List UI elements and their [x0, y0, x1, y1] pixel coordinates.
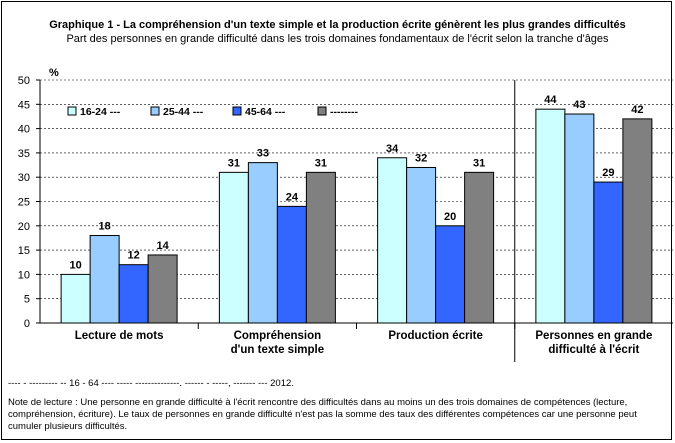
data-label: 34 — [386, 143, 399, 155]
y-tick-label: 20 — [18, 221, 30, 233]
legend-swatch — [67, 106, 77, 116]
data-label: 10 — [70, 259, 82, 271]
data-label: 44 — [544, 94, 557, 106]
x-category-label: Production écrite — [388, 330, 483, 342]
bar — [622, 118, 653, 324]
y-tick-label: 35 — [18, 148, 30, 160]
legend-label: 16-24 --- — [80, 106, 121, 118]
bar — [535, 108, 566, 324]
bar — [464, 171, 495, 324]
y-unit-label: % — [49, 67, 59, 79]
y-tick-label: 10 — [18, 269, 30, 281]
bar — [593, 181, 624, 324]
bar — [89, 235, 120, 324]
legend-swatch — [232, 106, 242, 116]
x-category-label: difficulté à l'écrit — [548, 344, 639, 356]
bar — [147, 254, 178, 324]
data-label: 14 — [157, 240, 170, 252]
y-tick-label: 40 — [18, 124, 30, 136]
bar — [60, 273, 91, 324]
data-label: 18 — [99, 221, 111, 233]
bar — [406, 166, 437, 324]
bar — [377, 157, 408, 324]
chart-title: Graphique 1 - La compréhension d'un text… — [49, 19, 626, 31]
data-label: 24 — [286, 191, 299, 203]
x-category-label: Compréhension — [234, 330, 322, 342]
data-label: 29 — [602, 167, 614, 179]
chart-subtitle: Part des personnes en grande difficulté … — [66, 33, 609, 45]
data-label: 31 — [228, 157, 240, 169]
bar — [118, 264, 149, 324]
reading-note: Note de lecture : Une personne en grande… — [8, 397, 637, 432]
bar — [218, 171, 249, 324]
y-tick-label: 5 — [24, 294, 30, 306]
data-label: 12 — [128, 250, 140, 262]
legend-label: 45-64 --- — [245, 106, 286, 118]
y-tick-label: 30 — [18, 172, 30, 184]
data-label: 43 — [573, 99, 585, 111]
legend-label: -------- — [330, 106, 358, 118]
bar — [435, 225, 466, 324]
legend-swatch — [150, 106, 160, 116]
x-category-label: d'un texte simple — [231, 344, 324, 356]
data-label: 42 — [631, 104, 643, 116]
bar — [564, 113, 595, 324]
data-label: 20 — [444, 211, 456, 223]
bar — [276, 205, 307, 324]
y-tick-label: 50 — [18, 75, 30, 87]
y-tick-label: 25 — [18, 197, 30, 209]
source-line: ---- - --------- -- 16 - 64 ---- ----- -… — [8, 378, 294, 389]
data-label: 31 — [315, 157, 327, 169]
y-tick-label: 45 — [18, 99, 30, 111]
data-label: 32 — [415, 152, 427, 164]
bar — [247, 162, 278, 324]
data-label: 31 — [473, 157, 485, 169]
bar-chart: 0 5 10 15 20 25 30 35 40 45 50% 10 18 12 14 Lecture de … — [18, 67, 673, 362]
data-label: 33 — [257, 148, 269, 160]
legend-label: 25-44 --- — [163, 106, 204, 118]
bar — [305, 171, 336, 324]
y-tick-label: 0 — [24, 318, 30, 330]
legend-swatch — [317, 106, 327, 116]
x-category-label: Personnes en grande — [535, 330, 652, 342]
y-tick-label: 15 — [18, 245, 30, 257]
x-category-label: Lecture de mots — [75, 330, 164, 342]
